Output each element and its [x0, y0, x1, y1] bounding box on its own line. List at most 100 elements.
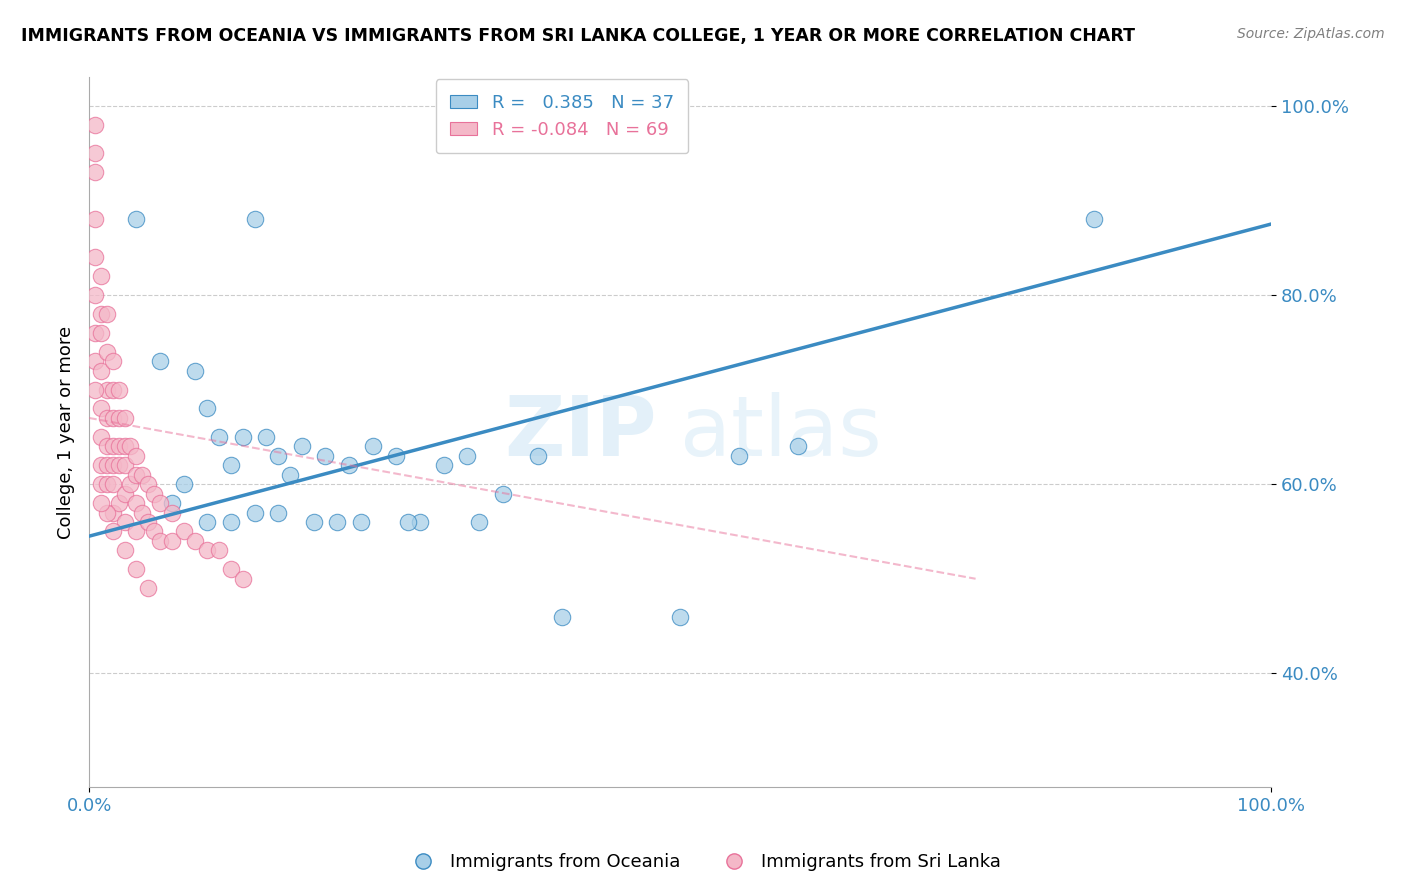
Point	[337, 458, 360, 473]
Point	[125, 212, 148, 227]
Point	[136, 581, 159, 595]
Point	[173, 477, 195, 491]
Point	[149, 354, 172, 368]
Point	[114, 458, 136, 473]
Point	[149, 533, 172, 548]
Point	[96, 477, 118, 491]
Point	[195, 401, 218, 416]
Point	[267, 506, 290, 520]
Point	[84, 383, 107, 397]
Point	[143, 524, 166, 539]
Point	[101, 354, 124, 368]
Point	[84, 165, 107, 179]
Point	[96, 506, 118, 520]
Point	[669, 609, 692, 624]
Point	[125, 524, 148, 539]
Point	[468, 515, 491, 529]
Point	[326, 515, 349, 529]
Point	[84, 354, 107, 368]
Point	[114, 486, 136, 500]
Point	[96, 344, 118, 359]
Point	[101, 524, 124, 539]
Point	[1083, 212, 1105, 227]
Point	[160, 506, 183, 520]
Point	[160, 533, 183, 548]
Point	[96, 458, 118, 473]
Point	[114, 543, 136, 558]
Text: ZIP: ZIP	[503, 392, 657, 473]
Point	[107, 458, 129, 473]
Point	[314, 449, 336, 463]
Point	[208, 430, 231, 444]
Point	[90, 268, 112, 283]
Point	[149, 496, 172, 510]
Point	[90, 430, 112, 444]
Point	[143, 486, 166, 500]
Point	[125, 562, 148, 576]
Point	[90, 477, 112, 491]
Point	[136, 477, 159, 491]
Point	[114, 439, 136, 453]
Point	[243, 212, 266, 227]
Point	[84, 118, 107, 132]
Point	[195, 543, 218, 558]
Text: atlas: atlas	[681, 392, 882, 473]
Point	[136, 515, 159, 529]
Point	[96, 383, 118, 397]
Point	[208, 543, 231, 558]
Point	[278, 467, 301, 482]
Point	[131, 467, 153, 482]
Point	[219, 515, 242, 529]
Point	[84, 288, 107, 302]
Point	[361, 439, 384, 453]
Point	[84, 212, 107, 227]
Point	[350, 515, 373, 529]
Point	[107, 411, 129, 425]
Point	[131, 506, 153, 520]
Point	[125, 449, 148, 463]
Point	[267, 449, 290, 463]
Point	[232, 430, 254, 444]
Point	[90, 307, 112, 321]
Point	[114, 411, 136, 425]
Point	[551, 609, 574, 624]
Point	[125, 467, 148, 482]
Point	[120, 439, 142, 453]
Point	[101, 411, 124, 425]
Point	[90, 364, 112, 378]
Point	[90, 401, 112, 416]
Point	[232, 572, 254, 586]
Point	[107, 439, 129, 453]
Point	[787, 439, 810, 453]
Point	[90, 496, 112, 510]
Point	[291, 439, 314, 453]
Legend: R =   0.385   N = 37, R = -0.084   N = 69: R = 0.385 N = 37, R = -0.084 N = 69	[436, 79, 688, 153]
Point	[114, 515, 136, 529]
Point	[492, 486, 515, 500]
Point	[409, 515, 432, 529]
Text: IMMIGRANTS FROM OCEANIA VS IMMIGRANTS FROM SRI LANKA COLLEGE, 1 YEAR OR MORE COR: IMMIGRANTS FROM OCEANIA VS IMMIGRANTS FR…	[21, 27, 1135, 45]
Point	[527, 449, 550, 463]
Point	[433, 458, 456, 473]
Point	[90, 326, 112, 340]
Point	[101, 506, 124, 520]
Point	[120, 477, 142, 491]
Point	[184, 364, 207, 378]
Point	[101, 439, 124, 453]
Point	[84, 326, 107, 340]
Point	[243, 506, 266, 520]
Point	[107, 496, 129, 510]
Point	[396, 515, 419, 529]
Text: Source: ZipAtlas.com: Source: ZipAtlas.com	[1237, 27, 1385, 41]
Point	[728, 449, 751, 463]
Point	[90, 458, 112, 473]
Point	[385, 449, 408, 463]
Point	[173, 524, 195, 539]
Point	[219, 562, 242, 576]
Legend: Immigrants from Oceania, Immigrants from Sri Lanka: Immigrants from Oceania, Immigrants from…	[398, 847, 1008, 879]
Point	[160, 496, 183, 510]
Point	[219, 458, 242, 473]
Point	[195, 515, 218, 529]
Point	[84, 250, 107, 264]
Point	[84, 146, 107, 161]
